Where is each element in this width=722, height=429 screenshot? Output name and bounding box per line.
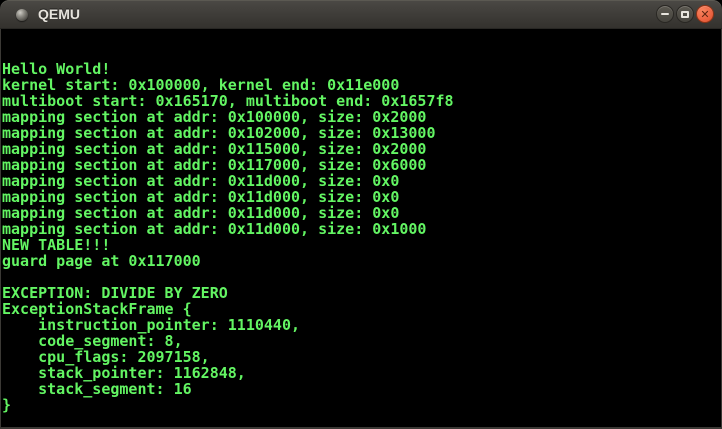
terminal-line: kernel start: 0x100000, kernel end: 0x11…: [2, 76, 400, 94]
terminal-line: mapping section at addr: 0x11d000, size:…: [2, 204, 400, 222]
terminal-line: stack_pointer: 1162848,: [2, 364, 246, 382]
terminal-line: EXCEPTION: DIVIDE BY ZERO: [2, 284, 228, 302]
minimize-button[interactable]: [656, 5, 674, 23]
window-controls: ✕: [656, 5, 714, 23]
maximize-button[interactable]: [676, 5, 694, 23]
terminal-line: guard page at 0x117000: [2, 252, 201, 270]
minimize-icon: [661, 13, 669, 15]
terminal-line: instruction_pointer: 1110440,: [2, 316, 301, 334]
close-icon: ✕: [700, 7, 710, 21]
terminal-line: mapping section at addr: 0x11d000, size:…: [2, 172, 400, 190]
vga-display[interactable]: Hello World! kernel start: 0x100000, kern…: [0, 29, 722, 429]
window-title: QEMU: [38, 6, 80, 22]
terminal-line: mapping section at addr: 0x11d000, size:…: [2, 220, 427, 238]
terminal-line: mapping section at addr: 0x117000, size:…: [2, 156, 427, 174]
terminal-line: ExceptionStackFrame {: [2, 300, 192, 318]
terminal-line: cpu_flags: 2097158,: [2, 348, 210, 366]
terminal-line: mapping section at addr: 0x100000, size:…: [2, 108, 427, 126]
terminal-screen: Hello World! kernel start: 0x100000, kern…: [2, 29, 722, 427]
terminal-line: mapping section at addr: 0x11d000, size:…: [2, 188, 400, 206]
terminal-line: }: [2, 396, 12, 414]
titlebar[interactable]: QEMU ✕: [0, 0, 722, 29]
terminal-line: mapping section at addr: 0x115000, size:…: [2, 140, 427, 158]
terminal-line: [2, 29, 722, 45]
terminal-line: [2, 269, 722, 285]
terminal-line: code_segment: 8,: [2, 332, 183, 350]
terminal-line: stack_segment: 16: [2, 380, 192, 398]
qemu-app-icon: [16, 9, 28, 21]
terminal-line: mapping section at addr: 0x102000, size:…: [2, 124, 436, 142]
terminal-line: multiboot start: 0x165170, multiboot end…: [2, 92, 454, 110]
close-button[interactable]: ✕: [696, 5, 714, 23]
terminal-line: [2, 413, 722, 427]
terminal-line: Hello World!: [2, 60, 111, 78]
terminal-line: [2, 45, 722, 61]
terminal-line: NEW TABLE!!!: [2, 236, 111, 254]
maximize-icon: [681, 10, 689, 18]
